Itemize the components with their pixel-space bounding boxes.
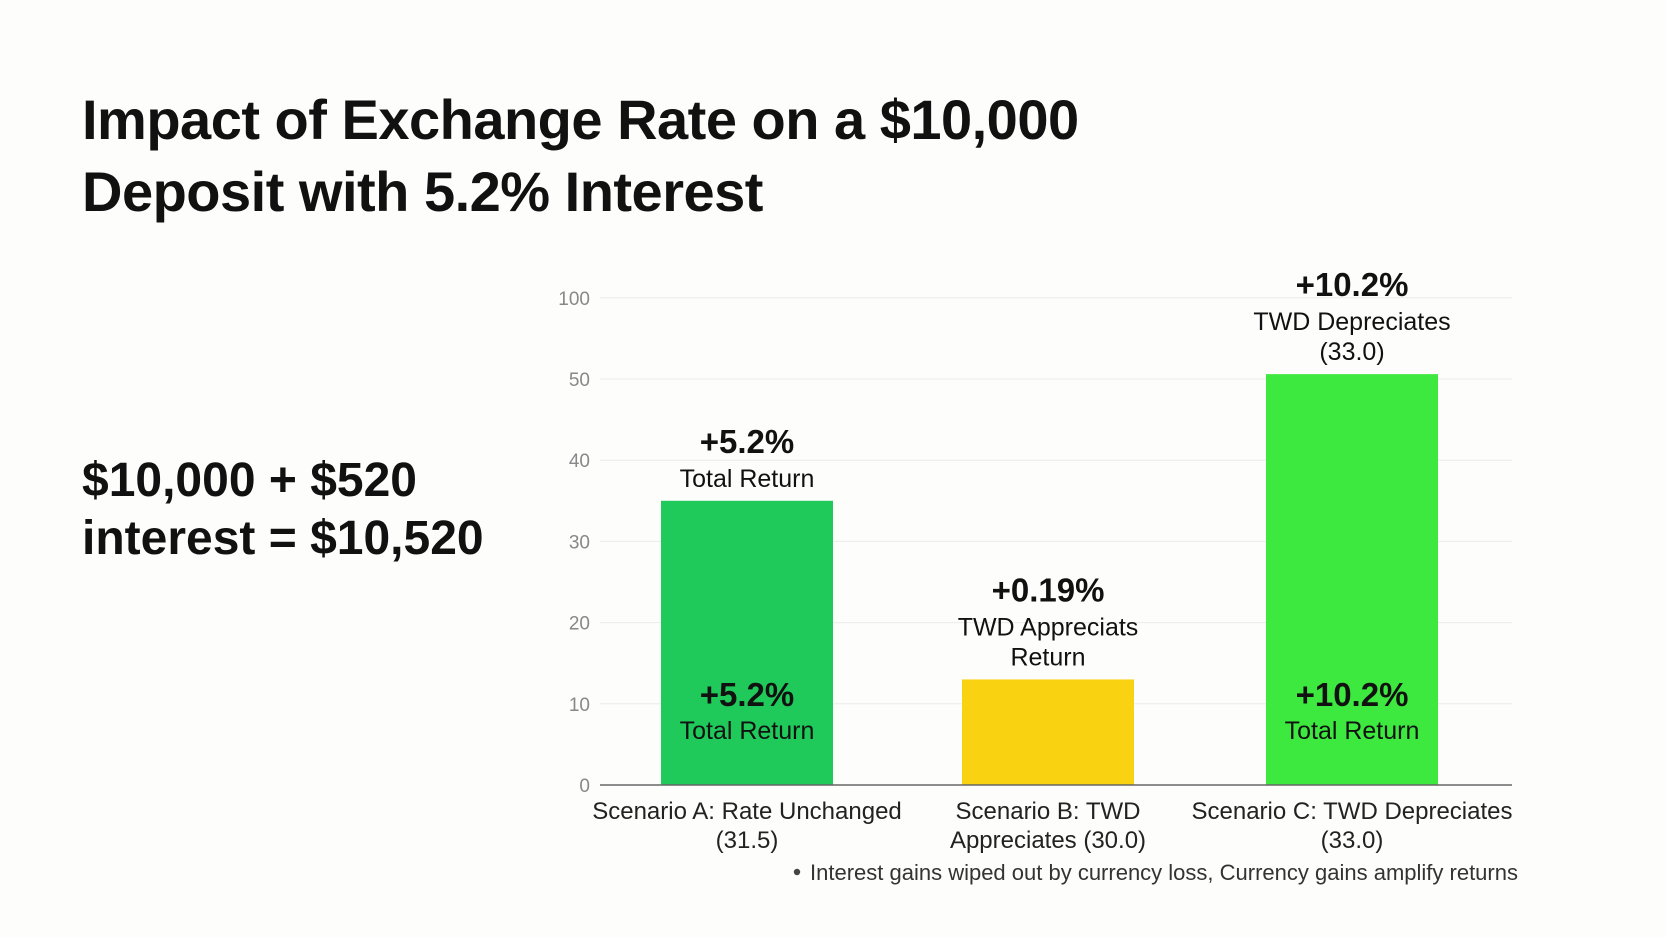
chart-title-line-1: Impact of Exchange Rate on a $10,000: [82, 88, 1079, 151]
bar-2: [962, 679, 1134, 785]
y-tick-label: 40: [569, 451, 590, 472]
footnote-bullet-icon: [793, 868, 801, 876]
bar-inner-value-label: +5.2%: [700, 676, 795, 713]
bar-top-sub-label: (33.0): [1319, 338, 1384, 366]
chart-footnote: Interest gains wiped out by currency los…: [810, 860, 1518, 885]
chart-title-line-2: Deposit with 5.2% Interest: [82, 160, 763, 223]
x-category-label: (33.0): [1321, 827, 1384, 854]
x-category-label: Scenario B: TWD: [956, 798, 1141, 825]
x-category-label: Scenario A: Rate Unchanged: [592, 798, 902, 825]
bar-top-value-label: +10.2%: [1296, 266, 1409, 303]
y-tick-label: 30: [569, 532, 590, 553]
summary-line-2: interest = $10,520: [82, 512, 484, 565]
chart-title: Impact of Exchange Rate on a $10,000 Dep…: [82, 84, 1182, 228]
bar-top-value-label: +0.19%: [992, 571, 1105, 608]
bar-inner-sub-label: Total Return: [680, 717, 815, 745]
bar-1: [661, 500, 833, 785]
y-tick-label: 0: [579, 776, 590, 797]
y-tick-label: 100: [558, 289, 590, 310]
y-tick-label: 20: [569, 614, 590, 635]
bar-inner-value-label: +10.2%: [1296, 676, 1409, 713]
bar-inner-sub-label: Total Return: [1285, 717, 1420, 745]
summary-text: $10,000 + $520 interest = $10,520: [82, 452, 502, 568]
y-tick-label: 10: [569, 695, 590, 716]
summary-line-1: $10,000 + $520: [82, 454, 417, 507]
bar-top-sub-label: Total Return: [680, 465, 815, 493]
x-category-label: (31.5): [716, 827, 779, 854]
bar-top-sub-label: Return: [1010, 643, 1085, 671]
bar-3: [1266, 374, 1438, 785]
y-tick-label: 50: [569, 370, 590, 391]
bar-top-value-label: +5.2%: [700, 423, 795, 460]
x-category-label: Appreciates (30.0): [950, 827, 1146, 854]
bar-top-sub-label: TWD Appreciats: [958, 613, 1139, 641]
bar-top-sub-label: TWD Depreciates: [1253, 308, 1450, 336]
x-category-label: Scenario C: TWD Depreciates: [1192, 798, 1513, 825]
